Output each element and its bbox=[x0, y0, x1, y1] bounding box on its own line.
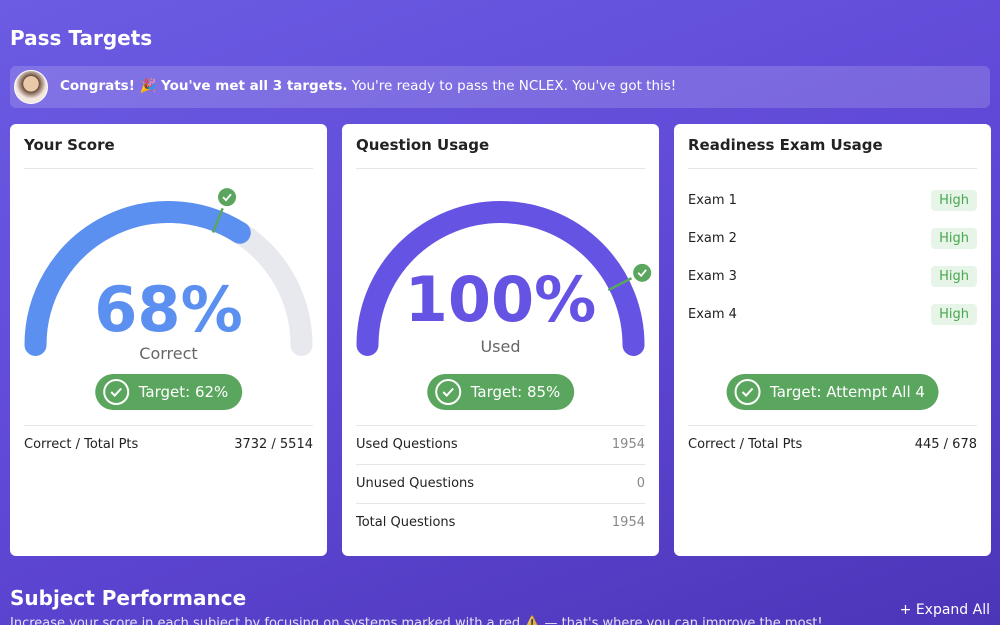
exam-name: Exam 1 bbox=[688, 193, 737, 208]
target-label: Target: 85% bbox=[470, 383, 561, 401]
stat-value: 3732 / 5514 bbox=[234, 437, 313, 452]
divider bbox=[356, 464, 645, 465]
target-marker bbox=[211, 207, 224, 233]
check bbox=[222, 193, 232, 202]
divider bbox=[24, 168, 313, 169]
card-title: Question Usage bbox=[356, 136, 490, 154]
stat-row: Unused Questions 0 bbox=[356, 476, 645, 491]
divider bbox=[688, 168, 977, 169]
gauge-value bbox=[24, 201, 251, 356]
stat-label: Used Questions bbox=[356, 437, 458, 452]
check bbox=[442, 387, 454, 397]
gauge-value-label: 100% bbox=[404, 263, 597, 336]
exam-badge: High bbox=[931, 228, 977, 249]
banner-bold: Congrats! 🎉 You've met all 3 targets. bbox=[60, 78, 348, 94]
stat-value: 1954 bbox=[611, 515, 645, 530]
card-title: Readiness Exam Usage bbox=[688, 136, 883, 154]
target-label: Target: 62% bbox=[138, 383, 229, 401]
card-title: Your Score bbox=[24, 136, 115, 154]
exam-badge: High bbox=[931, 304, 977, 325]
gauge-caption: Used bbox=[480, 337, 521, 356]
stat-label: Total Questions bbox=[356, 515, 456, 530]
gauge bbox=[356, 201, 652, 356]
card: Your Score 68% Correct Target: 62% Correct /… bbox=[10, 124, 327, 556]
stat-value: 445 / 678 bbox=[914, 437, 977, 452]
exam-row: Exam 4 High bbox=[688, 304, 977, 325]
check-icon bbox=[102, 379, 129, 405]
target-check bbox=[633, 263, 652, 282]
section-subtitle: Increase your score in each subject by f… bbox=[10, 616, 823, 625]
avatar bbox=[14, 70, 48, 104]
divider bbox=[356, 503, 645, 504]
exam-row: Exam 3 High bbox=[688, 266, 977, 287]
target-check bbox=[218, 188, 237, 207]
stat-row: Used Questions 1954 bbox=[356, 437, 645, 452]
stat-label: Correct / Total Pts bbox=[24, 437, 139, 452]
divider bbox=[688, 425, 977, 426]
gauge bbox=[24, 188, 313, 356]
target-label: Target: Attempt All 4 bbox=[770, 383, 925, 401]
exam-badge: High bbox=[931, 266, 977, 287]
divider bbox=[24, 425, 313, 426]
stat-value: 0 bbox=[636, 476, 645, 491]
gauge-caption: Correct bbox=[139, 344, 198, 363]
stat-row: Total Questions 1954 bbox=[356, 515, 645, 530]
divider bbox=[356, 168, 645, 169]
section-title: Subject Performance bbox=[10, 586, 247, 610]
expand-all-label[interactable]: Expand All bbox=[915, 602, 990, 618]
check bbox=[110, 387, 122, 397]
banner-text: Congrats! 🎉 You've met all 3 targets. Yo… bbox=[60, 78, 676, 94]
banner-message: You're ready to pass the NCLEX. You've g… bbox=[351, 78, 677, 94]
exam-row: Exam 2 High bbox=[688, 228, 977, 249]
expand-all[interactable]: + Expand All bbox=[899, 602, 990, 618]
stat-label: Unused Questions bbox=[356, 476, 475, 491]
card: Question Usage 100% Used Target: 85% Used Qu… bbox=[342, 124, 659, 556]
exam-name: Exam 4 bbox=[688, 307, 737, 322]
check bbox=[637, 269, 647, 278]
check bbox=[741, 387, 753, 397]
check-icon bbox=[734, 379, 761, 405]
exam-badge: High bbox=[931, 190, 977, 211]
target-pill: Target: 62% bbox=[94, 374, 243, 410]
exam-name: Exam 2 bbox=[688, 231, 737, 246]
target-pill: Target: 85% bbox=[426, 374, 575, 410]
stat-label: Correct / Total Pts bbox=[688, 437, 803, 452]
banner: Congrats! 🎉 You've met all 3 targets. Yo… bbox=[10, 66, 990, 108]
check-icon bbox=[434, 379, 461, 405]
exam-name: Exam 3 bbox=[688, 269, 737, 284]
stat-value: 1954 bbox=[611, 437, 645, 452]
gauge-value-label: 68% bbox=[94, 273, 243, 346]
stat-row: Correct / Total Pts 445 / 678 bbox=[688, 437, 977, 452]
page-title: Pass Targets bbox=[10, 26, 153, 50]
stat-row: Correct / Total Pts 3732 / 5514 bbox=[24, 437, 313, 452]
target-marker bbox=[607, 277, 633, 292]
card: Readiness Exam Usage Exam 1 High Exam 2 High… bbox=[674, 124, 991, 556]
exam-row: Exam 1 High bbox=[688, 190, 977, 211]
target-pill: Target: Attempt All 4 bbox=[726, 374, 939, 410]
divider bbox=[356, 425, 645, 426]
